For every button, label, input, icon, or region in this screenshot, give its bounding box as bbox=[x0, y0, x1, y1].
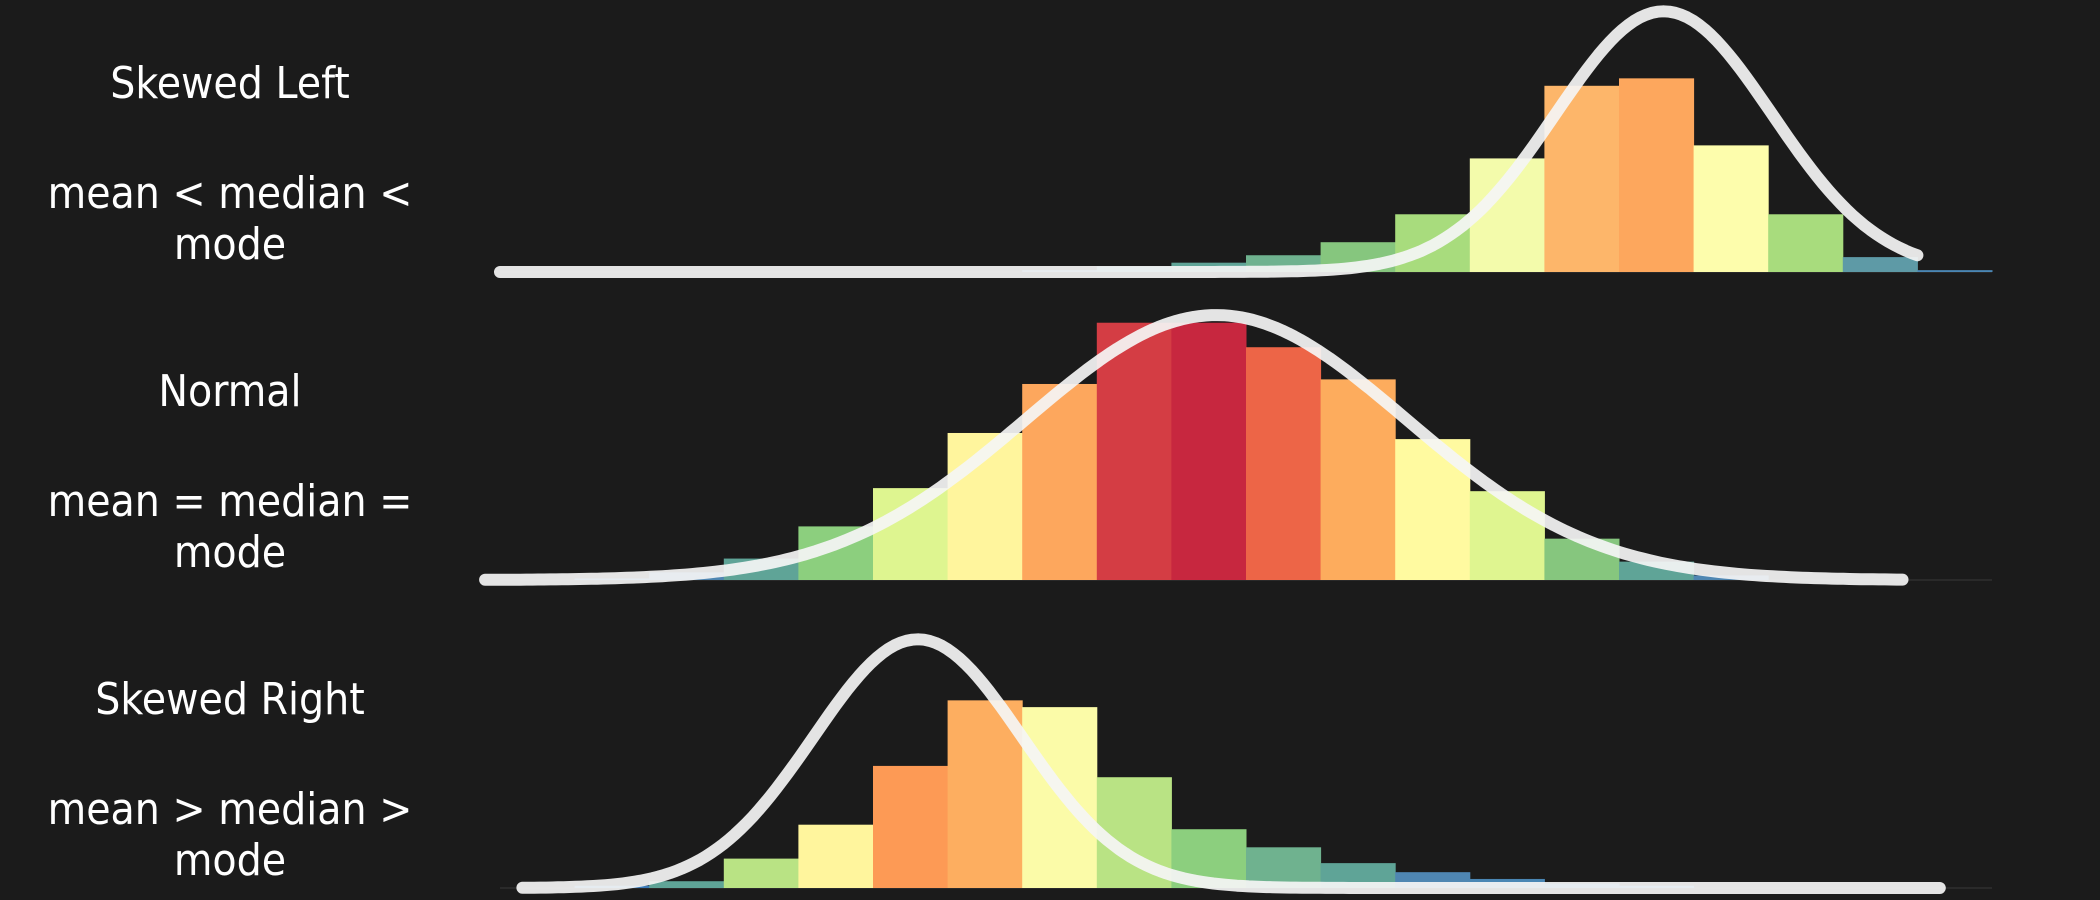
fitted-curve bbox=[479, 309, 1909, 586]
histogram-bar bbox=[798, 824, 874, 888]
histogram-bar bbox=[1246, 347, 1322, 580]
histogram-bar bbox=[1619, 78, 1695, 273]
histogram-bar bbox=[947, 700, 1023, 888]
histogram-bar bbox=[1171, 322, 1247, 580]
histogram-bar bbox=[1469, 491, 1545, 580]
histogram-bar bbox=[649, 881, 725, 888]
panel-title-normal: Normal bbox=[158, 366, 302, 417]
panel-subtitle-normal: mean = median = mode bbox=[47, 476, 413, 578]
histogram-bar bbox=[723, 858, 799, 888]
histogram-bar bbox=[1768, 214, 1844, 272]
panel-1 bbox=[479, 309, 1992, 586]
histogram-bar bbox=[1693, 145, 1769, 272]
histogram-bar bbox=[1096, 322, 1172, 580]
histogram-bar bbox=[1320, 379, 1396, 580]
panel-subtitle-skewed-right: mean > median > mode bbox=[47, 784, 413, 886]
fitted-curve bbox=[494, 5, 1924, 278]
histogram-bar bbox=[873, 765, 949, 888]
panel-0 bbox=[494, 5, 1993, 278]
histogram-bar bbox=[1842, 257, 1918, 272]
panel-title-skewed-left: Skewed Left bbox=[110, 58, 350, 109]
panel-subtitle-skewed-left: mean < median < mode bbox=[47, 168, 413, 270]
panel-title-skewed-right: Skewed Right bbox=[95, 674, 365, 725]
panel-2 bbox=[500, 633, 1992, 894]
histogram-bar bbox=[1917, 270, 1993, 272]
fitted-curve bbox=[516, 633, 1946, 894]
